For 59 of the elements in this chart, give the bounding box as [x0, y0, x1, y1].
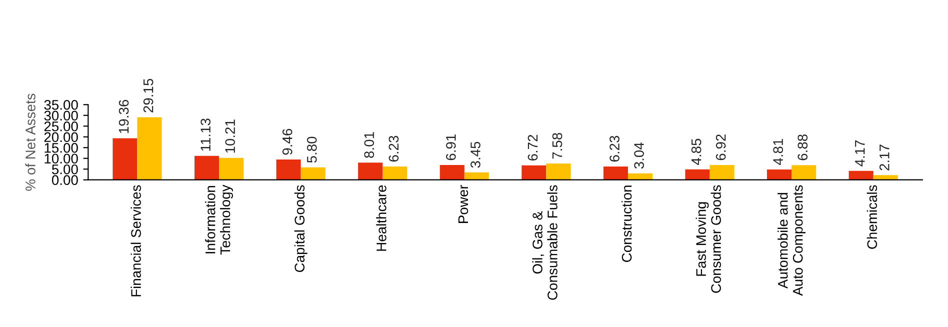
- data-label: 19.36: [118, 100, 129, 134]
- data-label: 11.13: [200, 118, 210, 151]
- x-tick-label: Healthcare: [376, 185, 386, 251]
- y-axis-title: % of Net Assets: [25, 94, 36, 191]
- x-tick-label: Oil, Gas & Consumable Fuels: [532, 185, 558, 300]
- data-label: 6.23: [388, 136, 399, 162]
- bar: [194, 156, 220, 180]
- y-tick-label: 30.00: [44, 110, 78, 121]
- bar: [848, 170, 874, 180]
- data-label: 8.01: [364, 132, 374, 158]
- data-label: 7.58: [552, 132, 562, 159]
- bar: [300, 167, 326, 180]
- x-tick-label: Chemicals: [866, 185, 878, 249]
- data-label: 3.04: [634, 142, 644, 169]
- x-tick-label: Financial Services: [130, 185, 141, 296]
- data-label: 6.72: [528, 134, 538, 161]
- bar: [546, 164, 571, 180]
- data-label: 5.80: [306, 136, 317, 163]
- y-tick-label: 5.00: [52, 164, 78, 174]
- x-tick-label: Fast Moving Consumer Goods: [696, 185, 721, 293]
- bar: [685, 169, 710, 180]
- data-label: 10.21: [225, 120, 236, 153]
- y-tick-label: 35.00: [44, 100, 78, 110]
- data-label: 4.17: [855, 140, 865, 166]
- data-label: 6.91: [446, 134, 456, 160]
- bar: [628, 173, 653, 180]
- bar: [767, 170, 792, 180]
- x-tick-label: Automobile and Auto Components: [778, 185, 806, 296]
- data-label: 6.92: [716, 134, 726, 160]
- data-label: 9.46: [282, 128, 292, 155]
- bar: [137, 117, 162, 180]
- data-label: 4.85: [691, 138, 702, 165]
- data-label: 3.45: [470, 142, 480, 168]
- x-tick-label: Information Technology: [205, 184, 233, 255]
- x-tick-label: Capital Goods: [294, 185, 308, 272]
- y-tick-label: 25.00: [44, 121, 78, 132]
- bar: [522, 165, 546, 180]
- bar: [382, 166, 408, 180]
- bar: [710, 164, 734, 180]
- y-tick-label: 15.00: [44, 142, 78, 153]
- y-tick-label: 20.00: [44, 132, 78, 142]
- bar: [792, 165, 816, 180]
- bar: [464, 172, 489, 180]
- bar: [112, 138, 138, 180]
- bar: [440, 165, 464, 180]
- data-label: 4.81: [773, 138, 784, 166]
- data-label: 2.17: [879, 144, 890, 170]
- x-tick-label: Power: [458, 184, 468, 223]
- bar: [603, 166, 628, 180]
- bar: [358, 162, 383, 180]
- data-label: 6.23: [610, 136, 620, 162]
- y-tick-label: 10.00: [44, 154, 78, 164]
- bar: [219, 158, 244, 180]
- bar: [276, 160, 301, 180]
- data-label: 29.15: [143, 78, 154, 112]
- y-tick-label: 0.00: [52, 175, 78, 186]
- bar: [873, 175, 898, 180]
- data-label: 6.88: [798, 134, 808, 160]
- x-tick-label: Construction: [621, 186, 632, 262]
